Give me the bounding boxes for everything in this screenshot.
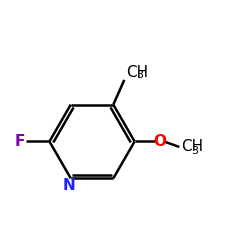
Text: F: F xyxy=(15,134,25,149)
Text: CH: CH xyxy=(126,65,148,80)
Text: 3: 3 xyxy=(191,146,198,156)
Text: CH: CH xyxy=(181,140,203,154)
Text: 3: 3 xyxy=(136,70,143,81)
Text: O: O xyxy=(154,134,167,149)
Text: N: N xyxy=(63,178,76,193)
